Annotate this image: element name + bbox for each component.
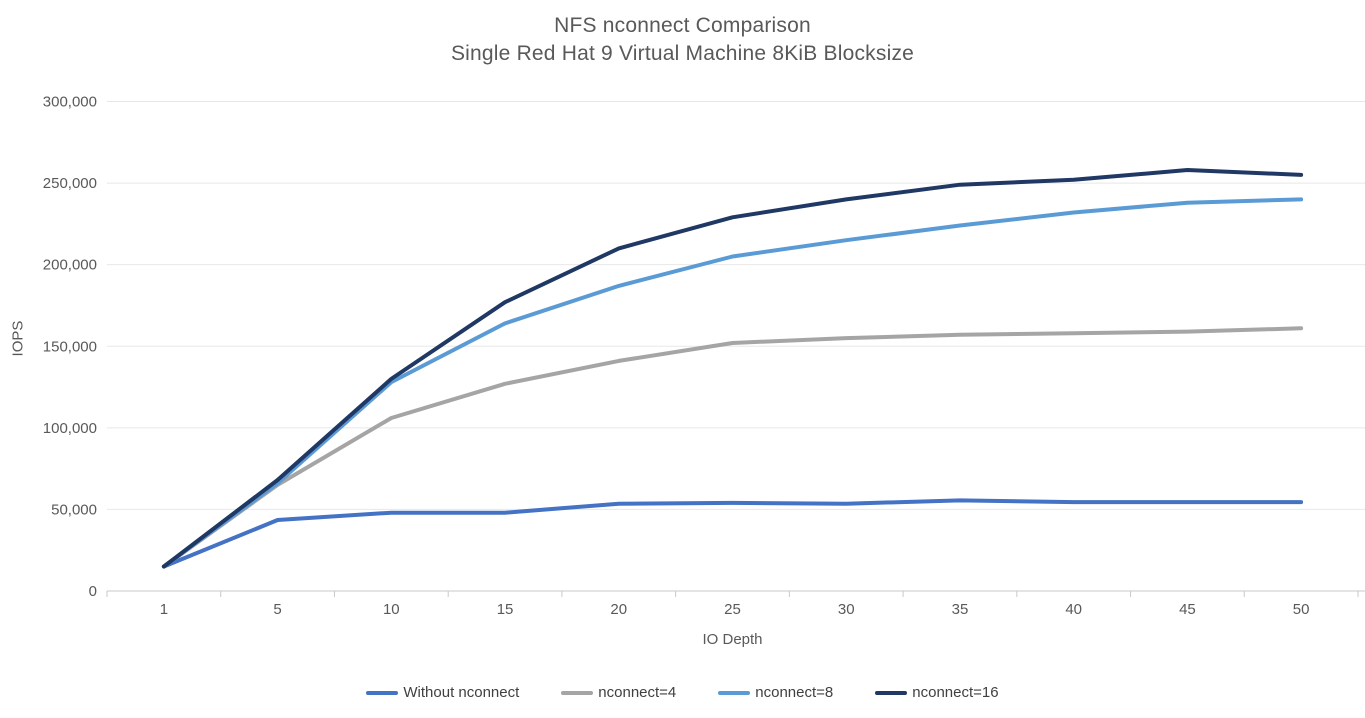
legend-label: nconnect=16 [912, 684, 999, 701]
legend-label: Without nconnect [403, 684, 520, 701]
plot-area: 0 50,000 100,000 150,000 200,000 250,000 300,0… [43, 94, 1365, 618]
chart-subtitle: Single Red Hat 9 Virtual Machine 8KiB Bl… [450, 41, 915, 65]
legend-label: nconnect=4 [598, 684, 677, 701]
legend-item-nconnect-16: nconnect=16 [875, 684, 999, 701]
chart-legend: Without nconnect nconnect=4 nconnect=8 ncon… [0, 684, 1365, 701]
y-tick-label: 300,000 [43, 94, 97, 111]
x-tick-label: 20 [610, 601, 627, 618]
x-tick-label: 40 [1065, 601, 1082, 618]
legend-swatch [875, 690, 908, 695]
series-line-nconnect-4 [161, 326, 1304, 569]
x-tick-label: 50 [1293, 601, 1310, 618]
legend-item-nconnect-8: nconnect=8 [718, 684, 833, 701]
y-axis-title: IOPS [9, 320, 27, 357]
x-tick-label: 25 [724, 601, 741, 618]
y-tick-label: 200,000 [43, 257, 97, 274]
series-line-without-nconnect [161, 498, 1304, 569]
x-tick-label: 35 [952, 601, 969, 618]
y-tick-label: 50,000 [51, 501, 97, 518]
legend-swatch [366, 690, 399, 695]
legend-swatch [718, 690, 751, 695]
y-tick-label: 250,000 [43, 175, 97, 192]
y-tick-label: 150,000 [43, 338, 97, 355]
chart-title-block: NFS nconnect Comparison Single Red Hat 9… [0, 12, 1365, 67]
legend-item-nconnect-4: nconnect=4 [561, 684, 676, 701]
legend-swatch [561, 690, 594, 695]
x-tick-label: 15 [497, 601, 514, 618]
series-line-nconnect-16 [161, 168, 1304, 569]
legend-item-without-nconnect: Without nconnect [366, 684, 519, 701]
y-tick-label: 100,000 [43, 420, 97, 437]
legend-label: nconnect=8 [755, 684, 834, 701]
chart-title: NFS nconnect Comparison [554, 14, 811, 37]
x-tick-label: 5 [273, 601, 281, 618]
x-axis-title: IO Depth [702, 631, 763, 648]
x-tick-label: 45 [1179, 601, 1196, 618]
x-tick-label: 10 [383, 601, 400, 618]
x-tick-label: 1 [160, 601, 168, 618]
series-line-nconnect-8 [161, 197, 1304, 569]
x-tick-label: 30 [838, 601, 855, 618]
y-tick-label: 0 [89, 583, 97, 600]
